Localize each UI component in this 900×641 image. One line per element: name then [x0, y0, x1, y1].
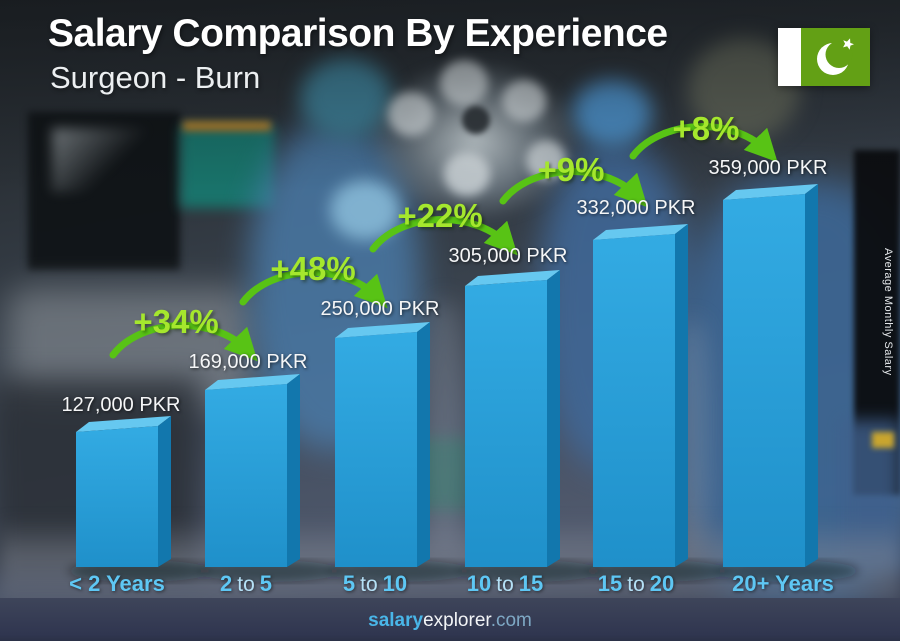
pct-change-label: +9% — [537, 151, 605, 188]
salary-value-label: 250,000 PKR — [320, 298, 440, 320]
x-label-to: to — [627, 573, 645, 596]
salary-value-label: 127,000 PKR — [61, 394, 181, 416]
site-brand-2: explorer — [423, 610, 491, 631]
bars — [76, 184, 818, 567]
salary-value-label: 169,000 PKR — [188, 351, 308, 373]
page-title: Salary Comparison By Experience — [48, 12, 668, 55]
site-watermark-link[interactable]: salaryexplorer.com — [368, 610, 532, 632]
bar-15-to-20 — [593, 224, 688, 567]
x-label-text: 5 — [259, 571, 273, 596]
x-label-text: 15 — [597, 571, 623, 596]
salary-value-label: 359,000 PKR — [708, 157, 828, 179]
x-label-2-to-5: 2 to 5 — [220, 571, 272, 597]
growth-arrow-2 — [239, 269, 388, 309]
x-label-text: 15 — [518, 571, 544, 596]
growth-arrow-1 — [109, 322, 258, 362]
site-brand: salary — [368, 610, 424, 631]
bar-10-to-15 — [465, 270, 560, 567]
x-label-lt-2-years: < 2 Years — [69, 571, 165, 597]
x-label-15-to-20: 15 to 20 — [598, 571, 674, 597]
x-label-text: 20+ Years — [732, 571, 834, 596]
x-label-20-plus-years: 20+ Years — [732, 571, 834, 597]
x-label-text: 10 — [382, 571, 408, 596]
growth-arrow-5 — [629, 123, 778, 163]
pct-change-label: +22% — [397, 197, 483, 234]
pakistan-flag — [778, 28, 870, 86]
salary-value-label: 332,000 PKR — [576, 197, 696, 219]
salary-value-label: 305,000 PKR — [448, 245, 568, 267]
growth-arrow-arcs — [109, 123, 778, 362]
x-label-to: to — [237, 573, 255, 596]
bar-20-plus-years — [723, 184, 818, 567]
bar-lt-2-years — [76, 416, 171, 567]
pct-change-label: +48% — [270, 250, 356, 287]
x-label-text: 10 — [466, 571, 492, 596]
x-label-to: to — [360, 573, 378, 596]
pct-change-label: +34% — [133, 303, 219, 340]
growth-arrow-3 — [369, 216, 518, 256]
bar-2-to-5 — [205, 374, 300, 567]
bar-5-to-10 — [335, 322, 430, 567]
page-subtitle: Surgeon - Burn — [50, 60, 261, 95]
y-axis-label: Average Monthly Salary — [882, 248, 894, 376]
x-label-text: < 2 Years — [69, 571, 165, 596]
growth-arrow-4 — [499, 168, 648, 208]
x-label-text: 5 — [342, 571, 356, 596]
x-label-5-to-10: 5 to 10 — [343, 571, 407, 597]
pct-change-label: +8% — [672, 110, 740, 147]
x-label-text: 20 — [649, 571, 675, 596]
site-domain: .com — [490, 610, 532, 631]
x-label-to: to — [496, 573, 514, 596]
x-label-text: 2 — [219, 571, 233, 596]
flag-star-icon — [843, 38, 854, 50]
x-label-10-to-15: 10 to 15 — [467, 571, 543, 597]
